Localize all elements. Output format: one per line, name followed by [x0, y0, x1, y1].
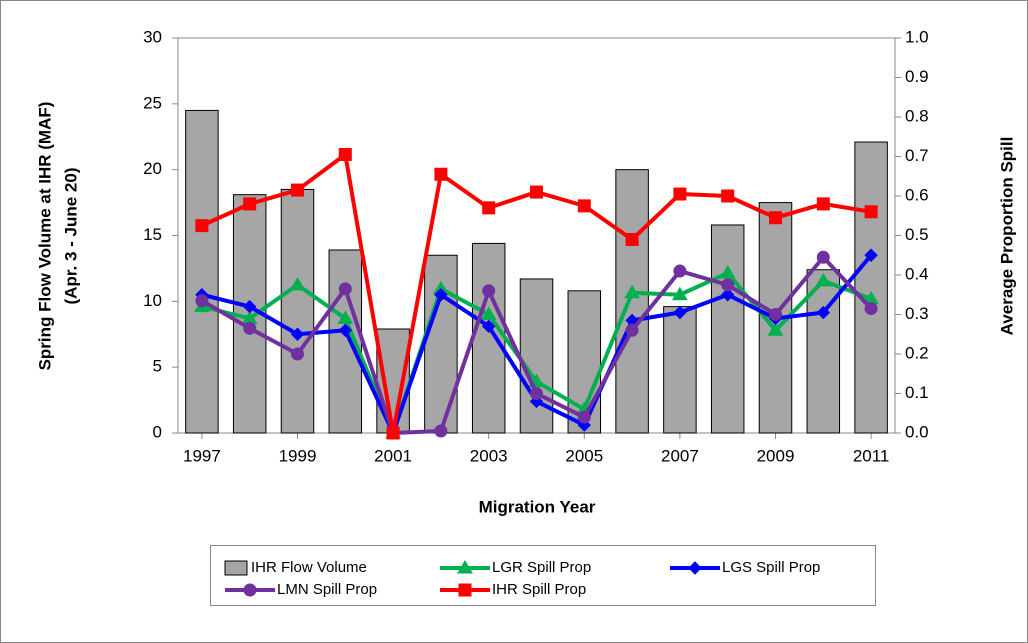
x-tick-label: 2005 [565, 446, 603, 465]
point-marker [721, 278, 735, 292]
x-axis-title: Migration Year [479, 497, 596, 516]
point-marker [721, 189, 735, 203]
y2-tick-label: 0.6 [905, 185, 929, 204]
x-tick-label: 1999 [279, 446, 317, 465]
point-marker [243, 197, 257, 211]
point-marker [816, 305, 831, 320]
y2-tick-label: 0.7 [905, 146, 929, 165]
point-marker [242, 299, 257, 314]
point-marker [338, 148, 352, 162]
point-marker [434, 424, 448, 438]
x-tick-label: 2009 [757, 446, 795, 465]
y-tick-label: 15 [143, 225, 162, 244]
y2-tick-label: 0.5 [905, 225, 929, 244]
point-marker [673, 305, 687, 320]
point-marker [434, 288, 448, 302]
bar [710, 224, 745, 434]
point-marker [577, 199, 591, 213]
point-marker [815, 272, 832, 287]
bar [663, 306, 697, 434]
point-marker [769, 211, 782, 225]
legend-label: IHR Spill Prop [492, 581, 586, 598]
x-tick-label: 2001 [374, 446, 412, 465]
point-marker [195, 219, 209, 233]
point-marker [816, 250, 830, 264]
legend-marker [457, 560, 473, 574]
point-marker [673, 264, 687, 278]
y2-tick-label: 0.2 [905, 343, 929, 362]
y2-tick-label: 0.1 [905, 383, 929, 402]
x-tick-label: 2003 [470, 446, 508, 465]
point-marker [243, 321, 257, 335]
point-marker [625, 323, 639, 337]
point-marker [481, 319, 496, 334]
bar [854, 141, 888, 434]
point-marker [338, 282, 352, 296]
legend-label: IHR Flow Volume [251, 559, 367, 576]
bar [615, 169, 649, 434]
y-tick-label: 10 [143, 291, 162, 310]
y-tick-label: 20 [143, 159, 162, 178]
legend-label: LGS Spill Prop [722, 559, 820, 576]
point-marker [289, 276, 306, 291]
y2-tick-label: 0.4 [905, 264, 929, 283]
point-marker [434, 167, 448, 181]
point-marker [720, 288, 735, 302]
point-marker [291, 183, 304, 197]
bar [519, 278, 554, 434]
point-marker [625, 232, 639, 246]
point-marker [337, 310, 354, 324]
bar [567, 290, 602, 434]
point-marker [673, 187, 687, 201]
legend-box [210, 545, 876, 606]
point-marker [338, 323, 353, 338]
point-marker [195, 294, 209, 308]
point-marker [864, 302, 878, 316]
bar [185, 109, 219, 434]
y-tick-label: 25 [143, 93, 162, 112]
legend-marker [688, 561, 702, 575]
x-tick-label: 1997 [183, 446, 221, 465]
y2-tick-label: 0.0 [905, 422, 929, 441]
point-marker [386, 426, 400, 440]
point-marker [482, 201, 496, 215]
point-marker [816, 197, 830, 211]
x-tick-label: 2007 [661, 446, 699, 465]
y2-tick-label: 0.3 [905, 304, 929, 323]
y2-axis-title: Average Proportion Spill [997, 137, 1016, 336]
bar [280, 188, 315, 434]
point-marker [769, 308, 782, 321]
point-marker [482, 284, 496, 298]
y2-tick-label: 0.8 [905, 106, 929, 125]
point-marker [577, 410, 591, 424]
legend-marker [243, 583, 257, 597]
y2-tick-label: 0.9 [905, 67, 929, 86]
point-marker [672, 286, 688, 301]
legend-swatch [224, 560, 248, 576]
y-tick-label: 5 [153, 357, 162, 376]
point-marker [864, 205, 878, 219]
y-axis-title: Spring Flow Volume at IHR (MAF) [35, 102, 54, 371]
legend-label: LGR Spill Prop [492, 559, 591, 576]
legend-label: LMN Spill Prop [277, 581, 377, 598]
x-tick-label: 2011 [853, 446, 890, 465]
point-marker [719, 265, 736, 279]
legend-marker [458, 583, 472, 597]
bar [471, 242, 506, 434]
y-axis-subtitle: (Apr. 3 - June 20) [61, 168, 80, 305]
point-marker [864, 248, 878, 262]
point-marker [291, 347, 304, 361]
point-marker [767, 322, 784, 336]
point-marker [530, 387, 543, 400]
point-marker [530, 185, 543, 199]
point-marker [290, 327, 305, 341]
point-marker [480, 306, 497, 320]
point-marker [624, 284, 640, 299]
y2-tick-label: 1.0 [905, 27, 929, 46]
y-tick-label: 30 [143, 27, 162, 46]
y-tick-label: 0 [153, 422, 162, 441]
